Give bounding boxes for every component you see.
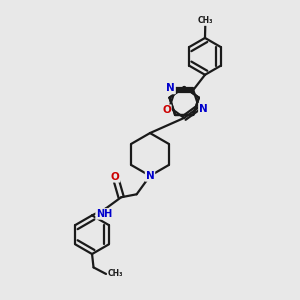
Text: O: O (162, 105, 171, 115)
Text: NH: NH (96, 209, 112, 219)
Text: N: N (166, 83, 175, 94)
Text: N: N (146, 171, 154, 181)
Text: CH₃: CH₃ (197, 16, 213, 25)
Text: N: N (199, 104, 208, 114)
Text: CH₃: CH₃ (108, 269, 123, 278)
Text: O: O (111, 172, 120, 182)
